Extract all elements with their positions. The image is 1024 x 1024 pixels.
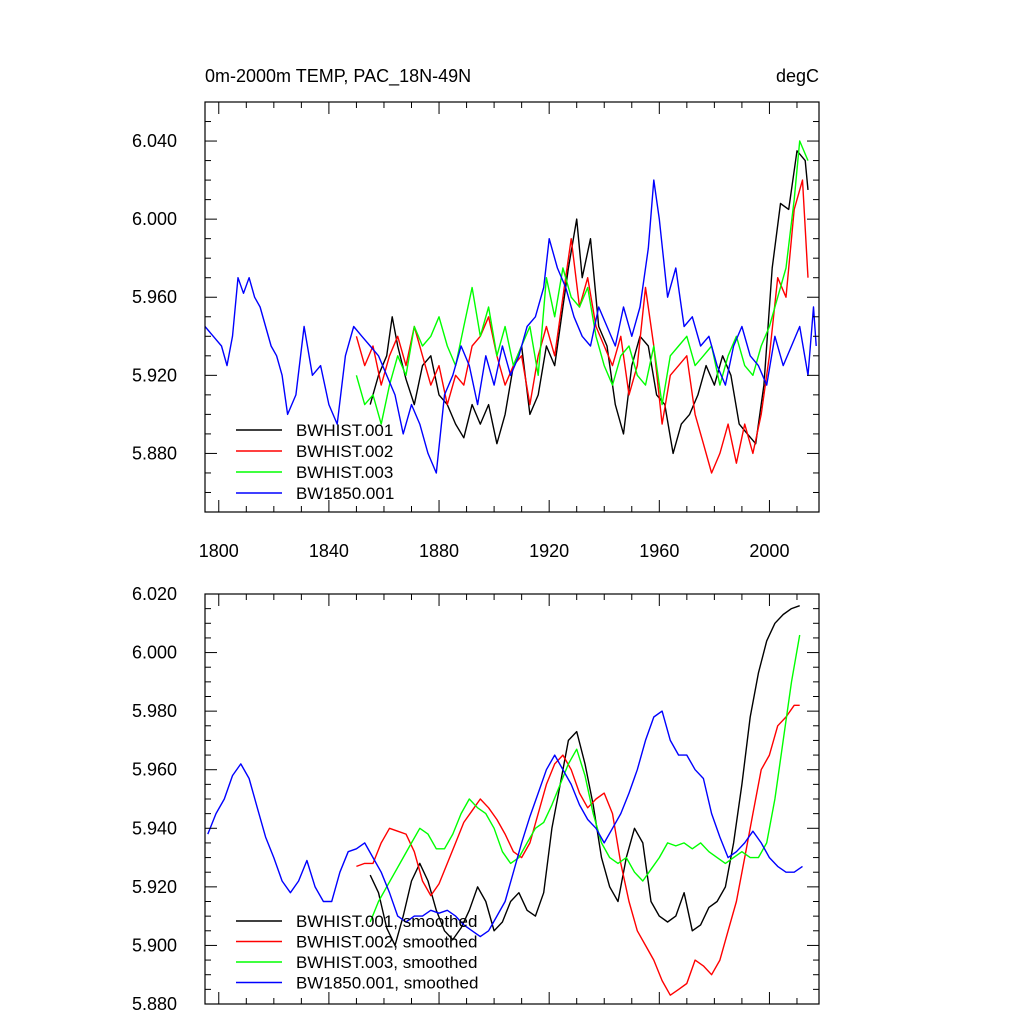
x-tick-label: 1840 bbox=[309, 541, 349, 561]
y-tick-label: 5.960 bbox=[132, 287, 177, 307]
legend: BWHIST.001 BWHIST.002 BWHIST.003 BW1850.001 bbox=[236, 421, 394, 503]
units-label: degC bbox=[776, 66, 819, 86]
y-tick-label: 5.980 bbox=[132, 701, 177, 721]
x-tick-label: 1880 bbox=[419, 541, 459, 561]
y-tick-label: 5.960 bbox=[132, 760, 177, 780]
y-tick-label: 5.940 bbox=[132, 818, 177, 838]
series-line-4 bbox=[204, 179, 817, 474]
x-tick-label: 1960 bbox=[639, 541, 679, 561]
axis-ticks: 5.880 5.900 5.920 5.940 5.960 5.980 6.000 6.020 bbox=[132, 584, 819, 1014]
legend-label: BWHIST.001 bbox=[296, 421, 393, 440]
y-tick-label: 5.880 bbox=[132, 994, 177, 1014]
y-tick-label: 5.880 bbox=[132, 443, 177, 463]
series-line-3 bbox=[369, 634, 801, 923]
legend-label: BW1850.001 bbox=[296, 484, 394, 503]
chart-title: 0m-2000m TEMP, PAC_18N-49N bbox=[205, 66, 471, 87]
y-tick-label: 6.040 bbox=[132, 131, 177, 151]
y-tick-label: 5.920 bbox=[132, 365, 177, 385]
series-line-1 bbox=[369, 150, 809, 455]
series-line-4 bbox=[207, 710, 803, 938]
y-tick-label: 5.920 bbox=[132, 877, 177, 897]
legend-label: BWHIST.002 bbox=[296, 442, 393, 461]
series-group bbox=[207, 605, 803, 996]
y-tick-label: 5.900 bbox=[132, 935, 177, 955]
x-tick-label: 1920 bbox=[529, 541, 569, 561]
series-line-1 bbox=[369, 605, 800, 947]
bottom-panel: BWHIST.001, smoothed BWHIST.002, smoothed… bbox=[132, 584, 820, 1014]
y-tick-label: 6.000 bbox=[132, 209, 177, 229]
top-panel: 0m-2000m TEMP, PAC_18N-49N degC BWHIST.0… bbox=[132, 66, 820, 561]
series-line-3 bbox=[355, 140, 809, 425]
series-line-2 bbox=[355, 179, 809, 474]
x-tick-label: 1800 bbox=[199, 541, 239, 561]
axis-ticks: 1800 1840 1880 1920 1960 2000 5.880 5.920 5.960 6… bbox=[132, 101, 819, 561]
legend-label: BWHIST.002, smoothed bbox=[296, 933, 477, 952]
legend-label: BWHIST.001, smoothed bbox=[296, 912, 477, 931]
x-tick-label: 2000 bbox=[749, 541, 789, 561]
legend-label: BWHIST.003 bbox=[296, 463, 393, 482]
legend-label: BWHIST.003, smoothed bbox=[296, 953, 477, 972]
y-tick-label: 6.000 bbox=[132, 643, 177, 663]
legend: BWHIST.001, smoothed BWHIST.002, smoothed… bbox=[236, 912, 478, 993]
legend-label: BW1850.001, smoothed bbox=[296, 974, 478, 993]
plot-frame bbox=[204, 101, 820, 513]
y-tick-label: 6.020 bbox=[132, 584, 177, 604]
series-group bbox=[204, 140, 817, 474]
series-line-2 bbox=[356, 704, 800, 996]
